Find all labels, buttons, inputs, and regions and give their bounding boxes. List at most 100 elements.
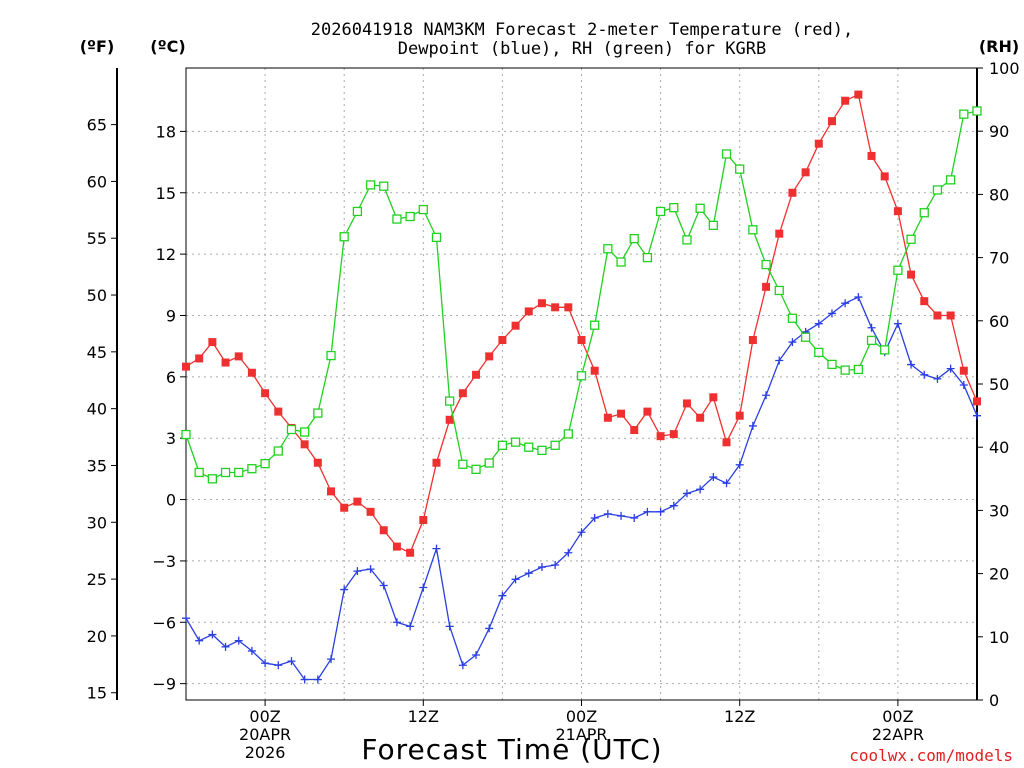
temperature-point	[946, 311, 955, 320]
temperature-point	[893, 207, 902, 216]
rh-tick-label: 30	[989, 501, 1009, 520]
temperature-point	[590, 366, 599, 375]
dewpoint-point	[234, 636, 243, 645]
dewpoint-point	[946, 364, 955, 373]
temperature-point	[959, 366, 968, 375]
temperature-point	[577, 336, 586, 345]
dewpoint-point	[854, 293, 863, 302]
celsius-unit-label: (ºC)	[150, 37, 185, 56]
dewpoint-point	[867, 323, 876, 332]
dewpoint-point	[406, 622, 415, 631]
temperature-point	[669, 430, 678, 439]
temperature-point	[472, 370, 481, 379]
dewpoint-point	[959, 381, 968, 390]
dewpoint-point	[221, 642, 230, 651]
rh-tick-label: 60	[989, 312, 1009, 331]
rh-point	[853, 364, 863, 375]
dewpoint-series	[182, 293, 981, 684]
rh-point	[194, 467, 204, 478]
temperature-point	[274, 407, 283, 416]
dewpoint-point	[814, 319, 823, 328]
temperature-point	[617, 409, 626, 418]
dewpoint-point	[445, 622, 454, 631]
temperature-point	[195, 354, 204, 363]
temperature-point	[247, 368, 256, 377]
temperature-point	[327, 487, 336, 496]
temperature-point	[366, 507, 375, 516]
rh-point	[616, 257, 626, 267]
rh-point	[866, 335, 877, 346]
rh-point	[735, 164, 745, 174]
dewpoint-point	[458, 661, 467, 670]
rh-point	[590, 320, 600, 330]
rh-point	[524, 442, 534, 452]
dewpoint-point	[287, 657, 296, 666]
temperature-series	[182, 90, 981, 557]
dewpoint-point	[893, 319, 902, 328]
celsius-tick-label: 9	[166, 306, 176, 325]
rh-point	[655, 206, 666, 217]
temperature-point	[643, 407, 652, 416]
chart-title-line1: 2026041918 NAM3KM Forecast 2-meter Tempe…	[311, 20, 853, 40]
temperature-point	[827, 117, 836, 126]
rh-point	[932, 185, 943, 195]
plot-frame	[185, 67, 978, 701]
rh-point	[326, 350, 336, 361]
rh-series	[181, 106, 982, 484]
temperature-point	[379, 526, 388, 535]
dewpoint-point	[419, 583, 428, 592]
temperature-point	[392, 542, 401, 551]
rh-point	[313, 408, 323, 418]
rh-point	[405, 211, 415, 222]
rh-point	[392, 214, 402, 224]
fahrenheit-tick-label: 30	[87, 513, 107, 532]
temperature-point	[485, 352, 494, 361]
dewpoint-point	[841, 299, 850, 308]
temperature-point	[722, 438, 731, 447]
dewpoint-point	[485, 624, 494, 633]
time-tick-label: 00Z	[882, 707, 913, 726]
rh-point	[827, 359, 837, 370]
celsius-tick-label: 3	[166, 429, 176, 448]
temperature-point	[656, 432, 665, 441]
celsius-tick-label: −9	[152, 675, 176, 694]
temperature-point	[603, 413, 612, 422]
rh-point	[484, 458, 494, 468]
rh-point	[247, 464, 257, 474]
rh-tick-label: 70	[989, 249, 1009, 268]
time-tick-label: 22APR	[872, 725, 924, 744]
temperature-point	[221, 358, 230, 367]
temperature-point	[907, 270, 916, 279]
dewpoint-point	[973, 411, 981, 420]
temperature-point	[261, 389, 270, 398]
rh-point	[814, 347, 824, 358]
time-tick-label: 00Z	[566, 707, 597, 726]
dewpoint-point	[827, 309, 836, 318]
rh-tick-label: 50	[989, 375, 1009, 394]
dewpoint-point	[511, 575, 520, 584]
temperature-point	[524, 307, 533, 316]
dewpoint-point	[907, 360, 916, 369]
rh-point	[286, 424, 297, 435]
temperature-point	[973, 397, 981, 406]
temperature-point	[630, 426, 639, 435]
dewpoint-point	[327, 655, 336, 664]
dewpoint-point	[682, 489, 691, 498]
rh-point	[919, 208, 929, 218]
chart-title-line2: Dewpoint (blue), RH (green) for KGRB	[398, 39, 766, 59]
fahrenheit-unit-label: (ºF)	[80, 37, 115, 56]
dewpoint-point	[577, 528, 586, 537]
fahrenheit-tick-label: 50	[87, 286, 107, 305]
rh-point	[840, 365, 850, 375]
rh-point	[471, 464, 481, 474]
temperature-point	[564, 303, 573, 312]
rh-point	[721, 149, 732, 159]
rh-point	[260, 458, 270, 469]
rh-point	[352, 206, 363, 217]
dewpoint-point	[590, 513, 599, 522]
rh-point	[181, 429, 191, 440]
temperature-point	[854, 90, 863, 99]
data-series	[181, 90, 982, 684]
temperature-point	[445, 415, 454, 424]
